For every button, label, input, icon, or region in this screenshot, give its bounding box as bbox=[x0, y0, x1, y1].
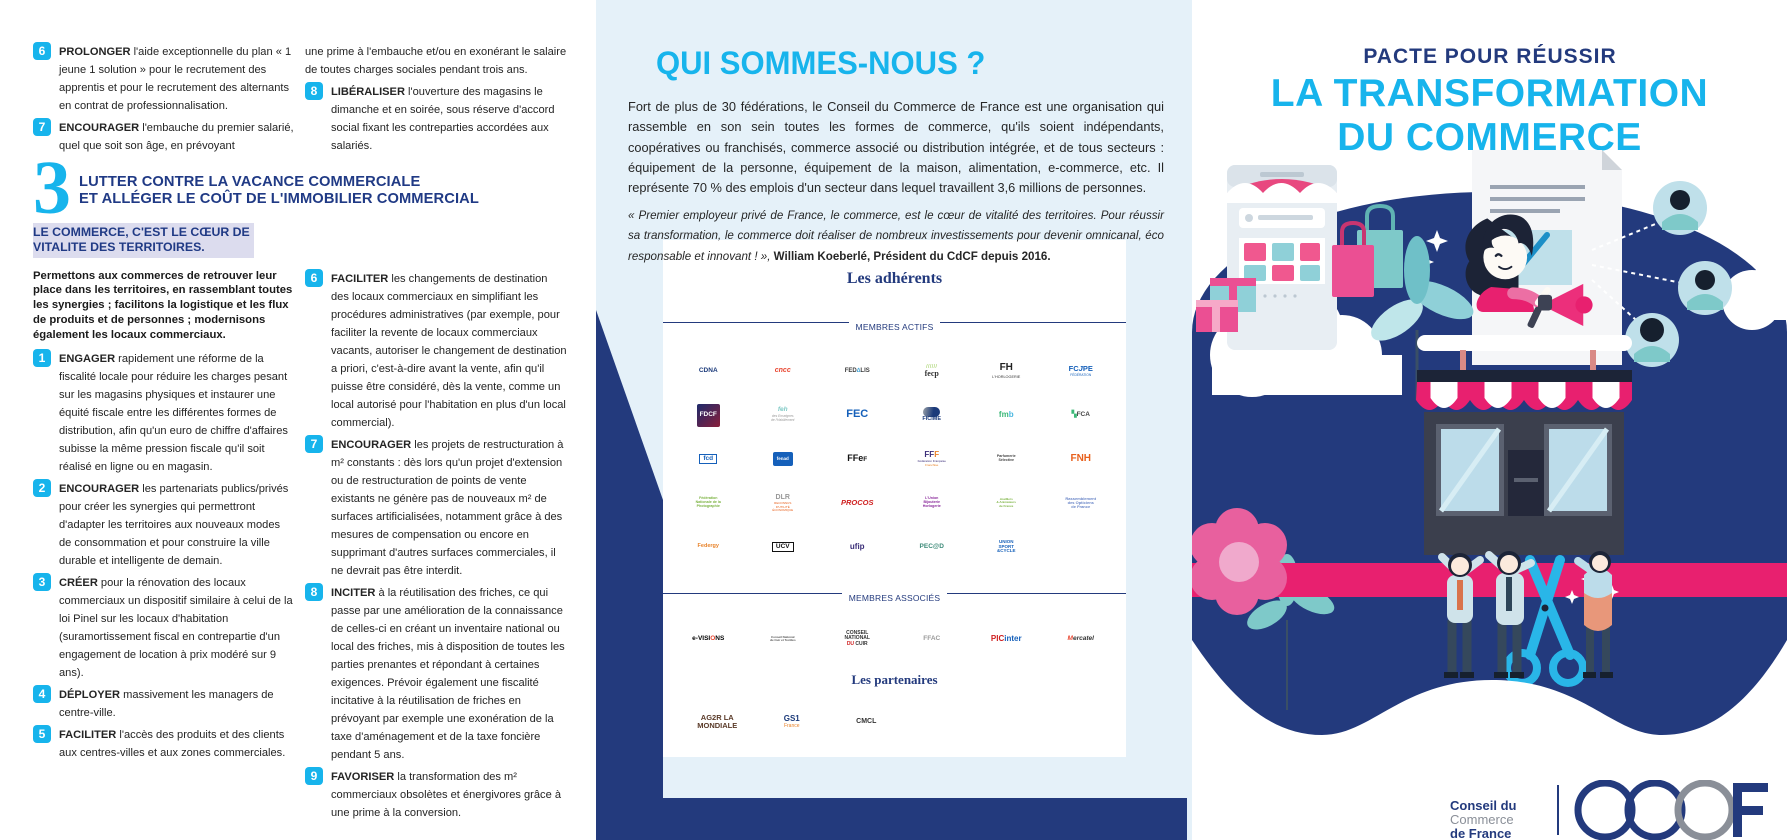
svg-text:de France: de France bbox=[1450, 826, 1511, 840]
svg-text:Conseil du: Conseil du bbox=[1450, 798, 1517, 813]
svg-text:Commerce: Commerce bbox=[1450, 812, 1514, 827]
